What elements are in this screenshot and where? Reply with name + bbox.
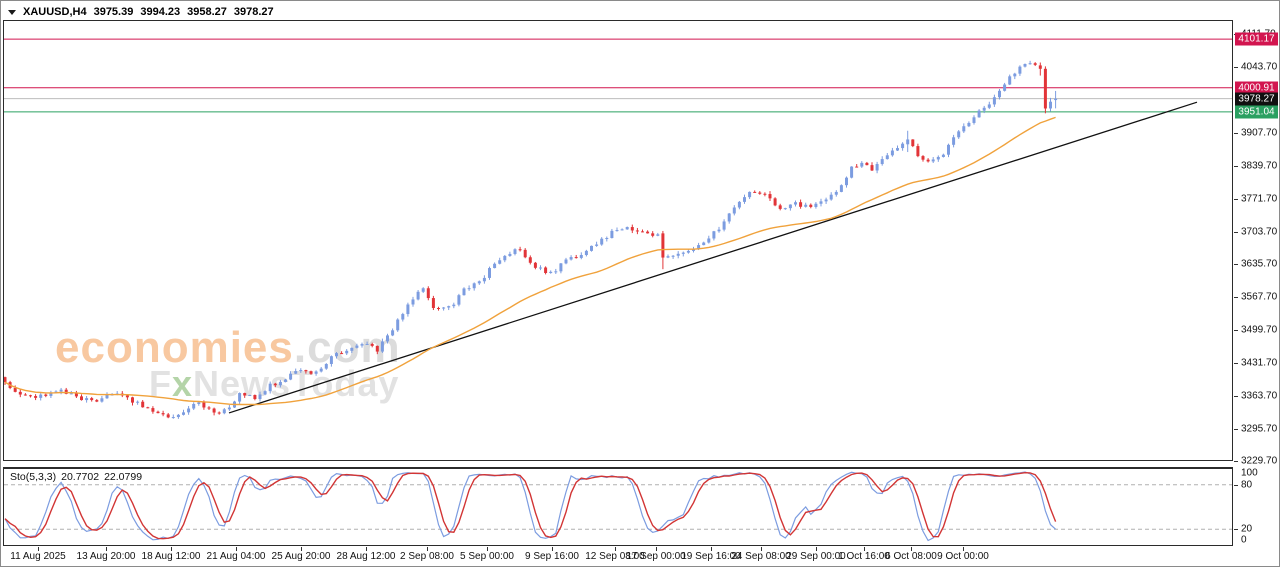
stochastic-d-value: 22.0799 <box>104 471 143 483</box>
time-tick-mark <box>366 547 367 551</box>
time-axis[interactable]: 11 Aug 2025 13 Aug 20:00 18 Aug 12:00 21 Au… <box>3 547 1233 566</box>
price-tick-label: 3363.70 <box>1241 390 1278 402</box>
time-tick-label: 21 Aug 04:00 <box>206 551 266 562</box>
time-tick-mark <box>38 547 39 551</box>
sto-tick-label: 20 <box>1241 523 1253 535</box>
time-tick-label: 13 Aug 20:00 <box>76 551 136 562</box>
ohlc-open: 3975.39 <box>93 6 134 18</box>
time-tick-mark <box>552 547 553 551</box>
price-tick-mark <box>1234 231 1238 233</box>
price-tick-label: 3839.70 <box>1241 160 1278 172</box>
price-tick-label: 3431.70 <box>1241 357 1278 369</box>
watermark-x-icon: x <box>172 363 194 404</box>
time-tick-label: 17 Sep 00:00 <box>626 551 686 562</box>
symbol-dropdown-icon[interactable] <box>8 9 16 15</box>
sto-tick-label: 100 <box>1241 467 1258 479</box>
time-tick-label: 18 Aug 12:00 <box>141 551 201 562</box>
time-tick-mark <box>864 547 865 551</box>
time-tick-mark <box>236 547 237 551</box>
sto-tick-label: 80 <box>1241 479 1253 491</box>
price-tick-label: 3295.70 <box>1241 423 1278 435</box>
time-tick-label: 25 Aug 20:00 <box>271 551 331 562</box>
time-tick-label: 6 Oct 08:00 <box>885 551 937 562</box>
price-tick-mark <box>1234 132 1238 134</box>
price-tick-label: 3907.70 <box>1241 127 1278 139</box>
stochastic-axis: 100 80 20 0 <box>1234 467 1279 547</box>
stochastic-canvas[interactable] <box>4 469 1232 545</box>
stochastic-label: Sto(5,3,3) 20.7702 22.0799 <box>10 471 147 483</box>
time-tick-label: 9 Oct 00:00 <box>937 551 989 562</box>
time-tick-label: 24 Sep 08:00 <box>731 551 791 562</box>
time-tick-label: 9 Sep 16:00 <box>525 551 579 562</box>
time-tick-mark <box>487 547 488 551</box>
price-tick-label: 3703.70 <box>1241 226 1278 238</box>
price-tick-mark <box>1234 297 1238 299</box>
price-level-badge: 3951.04 <box>1235 105 1278 119</box>
price-tick-mark <box>1234 396 1238 398</box>
ohlc-close: 3978.27 <box>233 6 274 18</box>
price-level-badge: 4000.91 <box>1235 81 1278 95</box>
price-level-badge: 3978.27 <box>1235 92 1278 106</box>
time-tick-label: 2 Sep 08:00 <box>400 551 454 562</box>
ohlc-low: 3958.27 <box>187 6 227 18</box>
time-tick-mark <box>171 547 172 551</box>
price-tick-label: 3229.70 <box>1241 455 1278 467</box>
stochastic-panel: Sto(5,3,3) 20.7702 22.0799 <box>3 467 1233 546</box>
time-tick-label: 19 Sep 16:00 <box>681 551 741 562</box>
price-tick-label: 3771.70 <box>1241 193 1278 205</box>
price-tick-label: 4043.70 <box>1241 61 1278 73</box>
time-tick-label: 11 Aug 2025 <box>10 551 66 562</box>
price-tick-mark <box>1234 330 1238 332</box>
time-tick-mark <box>615 547 616 551</box>
time-tick-mark <box>427 547 428 551</box>
price-chart-canvas[interactable] <box>4 21 1232 460</box>
time-tick-mark <box>106 547 107 551</box>
price-tick-label: 3567.70 <box>1241 291 1278 303</box>
sto-tick-mark <box>1234 529 1238 531</box>
time-tick-mark <box>656 547 657 551</box>
ohlc-high: 3994.23 <box>140 6 181 18</box>
time-tick-label: 1 Oct 16:00 <box>838 551 890 562</box>
symbol-title: XAUUSD,H4 <box>23 6 87 18</box>
price-tick-mark <box>1234 165 1238 167</box>
price-axis[interactable]: 4111.704043.703907.703839.703771.703703.… <box>1234 20 1279 467</box>
price-tick-label: 3499.70 <box>1241 324 1278 336</box>
price-panel <box>3 20 1233 461</box>
price-level-badge: 4101.17 <box>1235 32 1278 46</box>
time-tick-label: 28 Aug 12:00 <box>336 551 396 562</box>
price-tick-mark <box>1234 363 1238 365</box>
price-tick-label: 3635.70 <box>1241 258 1278 270</box>
time-tick-mark <box>816 547 817 551</box>
price-tick-mark <box>1234 67 1238 68</box>
price-tick-mark <box>1234 264 1238 266</box>
price-tick-mark <box>1234 429 1238 431</box>
time-tick-mark <box>301 547 302 551</box>
stochastic-name: Sto(5,3,3) <box>10 471 57 483</box>
sto-tick-label: 0 <box>1241 534 1247 546</box>
time-tick-mark <box>761 547 762 551</box>
time-tick-label: 12 Sep 08:00 <box>585 551 645 562</box>
time-tick-mark <box>911 547 912 551</box>
chart-header: XAUUSD,H4 3975.39 3994.23 3958.27 3978.2… <box>8 5 281 19</box>
time-tick-mark <box>711 547 712 551</box>
sto-tick-mark <box>1234 484 1238 486</box>
price-tick-mark <box>1234 461 1238 462</box>
stochastic-k-value: 20.7702 <box>61 471 100 483</box>
time-tick-mark <box>963 547 964 551</box>
time-tick-label: 5 Sep 00:00 <box>460 551 514 562</box>
price-tick-mark <box>1234 198 1238 200</box>
time-tick-label: 29 Sep 00:00 <box>786 551 846 562</box>
